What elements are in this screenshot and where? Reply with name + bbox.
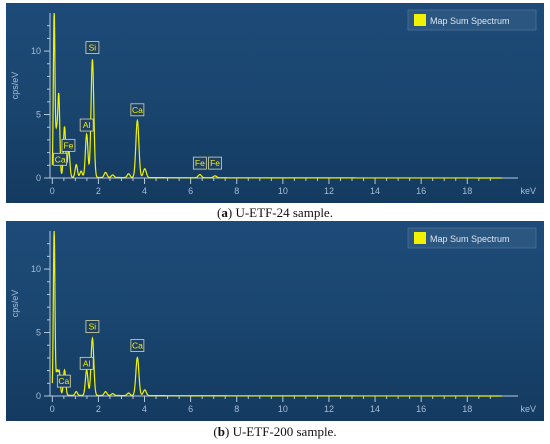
legend-label: Map Sum Spectrum: [430, 16, 510, 26]
spectrum-line: [51, 12, 502, 179]
peak-label: Ca: [130, 339, 145, 352]
x-tick-label: 6: [188, 404, 193, 414]
spectrum-line: [51, 230, 502, 397]
peak-label: Fe: [208, 156, 222, 170]
peak-label: Si: [85, 320, 100, 333]
spectrum-plot-b: 0 2 4 6 8 10 12 14 16 18 0 5 10 keV cps/eV Ca Al Si Ca Map …: [10, 227, 537, 414]
peak-label-text: Fe: [195, 158, 205, 168]
x-tick-label: 0: [50, 404, 55, 414]
peak-label-box: [208, 156, 222, 170]
y-axis-label: cps/eV: [10, 72, 20, 100]
caption-text-b: U-ETF-200 sample.: [232, 424, 337, 439]
caption-a: (a) U-ETF-24 sample.: [217, 205, 333, 220]
peak-label: Ca: [53, 152, 68, 166]
caption-tag-b: b: [217, 424, 225, 439]
x-tick-label: 12: [324, 404, 334, 414]
x-tick-label: 4: [142, 186, 147, 196]
spectrum-plot-a: 0 2 4 6 8 10 12 14 16 18 0 5 10 keV cps/eV Ca Fe Al Si Ca Fe…: [10, 9, 537, 196]
spectrum-chart-b: 0 2 4 6 8 10 12 14 16 18 0 5 10 keV cps/eV Ca Al Si Ca Map …: [6, 221, 544, 421]
y-axis-label: cps/eV: [10, 290, 20, 318]
peak-label-text: Fe: [63, 140, 73, 150]
x-tick-label: 6: [188, 186, 193, 196]
caption-text-a: U-ETF-24 sample.: [235, 205, 333, 220]
peak-label-box: [79, 356, 94, 370]
peak-label-text: Si: [89, 43, 97, 53]
peak-label: Fe: [192, 156, 207, 170]
x-tick-label: 18: [462, 404, 472, 414]
caption-tag-a: a: [221, 205, 228, 220]
peak-label-box: [53, 152, 68, 166]
peak-label-text: Ca: [58, 376, 69, 386]
legend-swatch: [414, 232, 426, 244]
peak-label: Fe: [61, 138, 76, 152]
y-tick-label: 0: [36, 173, 41, 183]
y-tick-label: 10: [31, 264, 41, 274]
x-axis-label: keV: [520, 404, 536, 414]
y-tick-label: 5: [36, 110, 41, 120]
peak-label-box: [192, 156, 207, 170]
y-tick-label: 5: [36, 328, 41, 338]
peak-label: Ca: [130, 103, 145, 117]
x-tick-label: 2: [96, 186, 101, 196]
peak-label-text: Ca: [55, 154, 66, 164]
x-tick-label: 10: [278, 404, 288, 414]
x-tick-label: 18: [462, 186, 472, 196]
peak-label-text: Ca: [132, 105, 143, 115]
peak-label-box: [61, 138, 76, 152]
peak-label-box: [56, 374, 71, 388]
y-tick-label: 10: [31, 46, 41, 56]
x-tick-label: 16: [416, 186, 426, 196]
peak-label: Ca: [56, 374, 71, 388]
legend-box: [407, 9, 537, 31]
peak-label-text: Al: [83, 120, 91, 130]
peak-label-text: Si: [89, 322, 97, 332]
x-tick-label: 12: [324, 186, 334, 196]
peak-label: Si: [85, 41, 100, 55]
legend-swatch: [414, 14, 426, 26]
x-tick-label: 8: [234, 186, 239, 196]
x-tick-label: 16: [416, 404, 426, 414]
peak-label-text: Al: [83, 358, 91, 368]
peak-label-box: [79, 118, 94, 132]
y-tick-label: 0: [36, 391, 41, 401]
caption-b: (b) U-ETF-200 sample.: [213, 424, 337, 439]
peak-label: Al: [79, 118, 94, 132]
peak-label-text: Ca: [132, 341, 143, 351]
x-tick-label: 14: [370, 186, 380, 196]
peak-label-box: [85, 41, 100, 55]
x-axis-label: keV: [520, 186, 536, 196]
legend: Map Sum Spectrum: [407, 227, 537, 249]
peak-label: Al: [79, 356, 94, 370]
x-tick-label: 0: [50, 186, 55, 196]
peak-label-box: [130, 103, 145, 117]
peak-label-box: [85, 320, 100, 333]
x-tick-label: 8: [234, 404, 239, 414]
x-tick-label: 14: [370, 404, 380, 414]
legend-box: [407, 227, 537, 249]
x-tick-label: 4: [142, 404, 147, 414]
x-tick-label: 10: [278, 186, 288, 196]
peak-label-text: Fe: [210, 158, 220, 168]
x-tick-label: 2: [96, 404, 101, 414]
legend-label: Map Sum Spectrum: [430, 234, 510, 244]
spectrum-chart-a: 0 2 4 6 8 10 12 14 16 18 0 5 10 keV cps/eV Ca Fe Al Si Ca Fe…: [6, 3, 544, 203]
peak-label-box: [130, 339, 145, 352]
legend: Map Sum Spectrum: [407, 9, 537, 31]
